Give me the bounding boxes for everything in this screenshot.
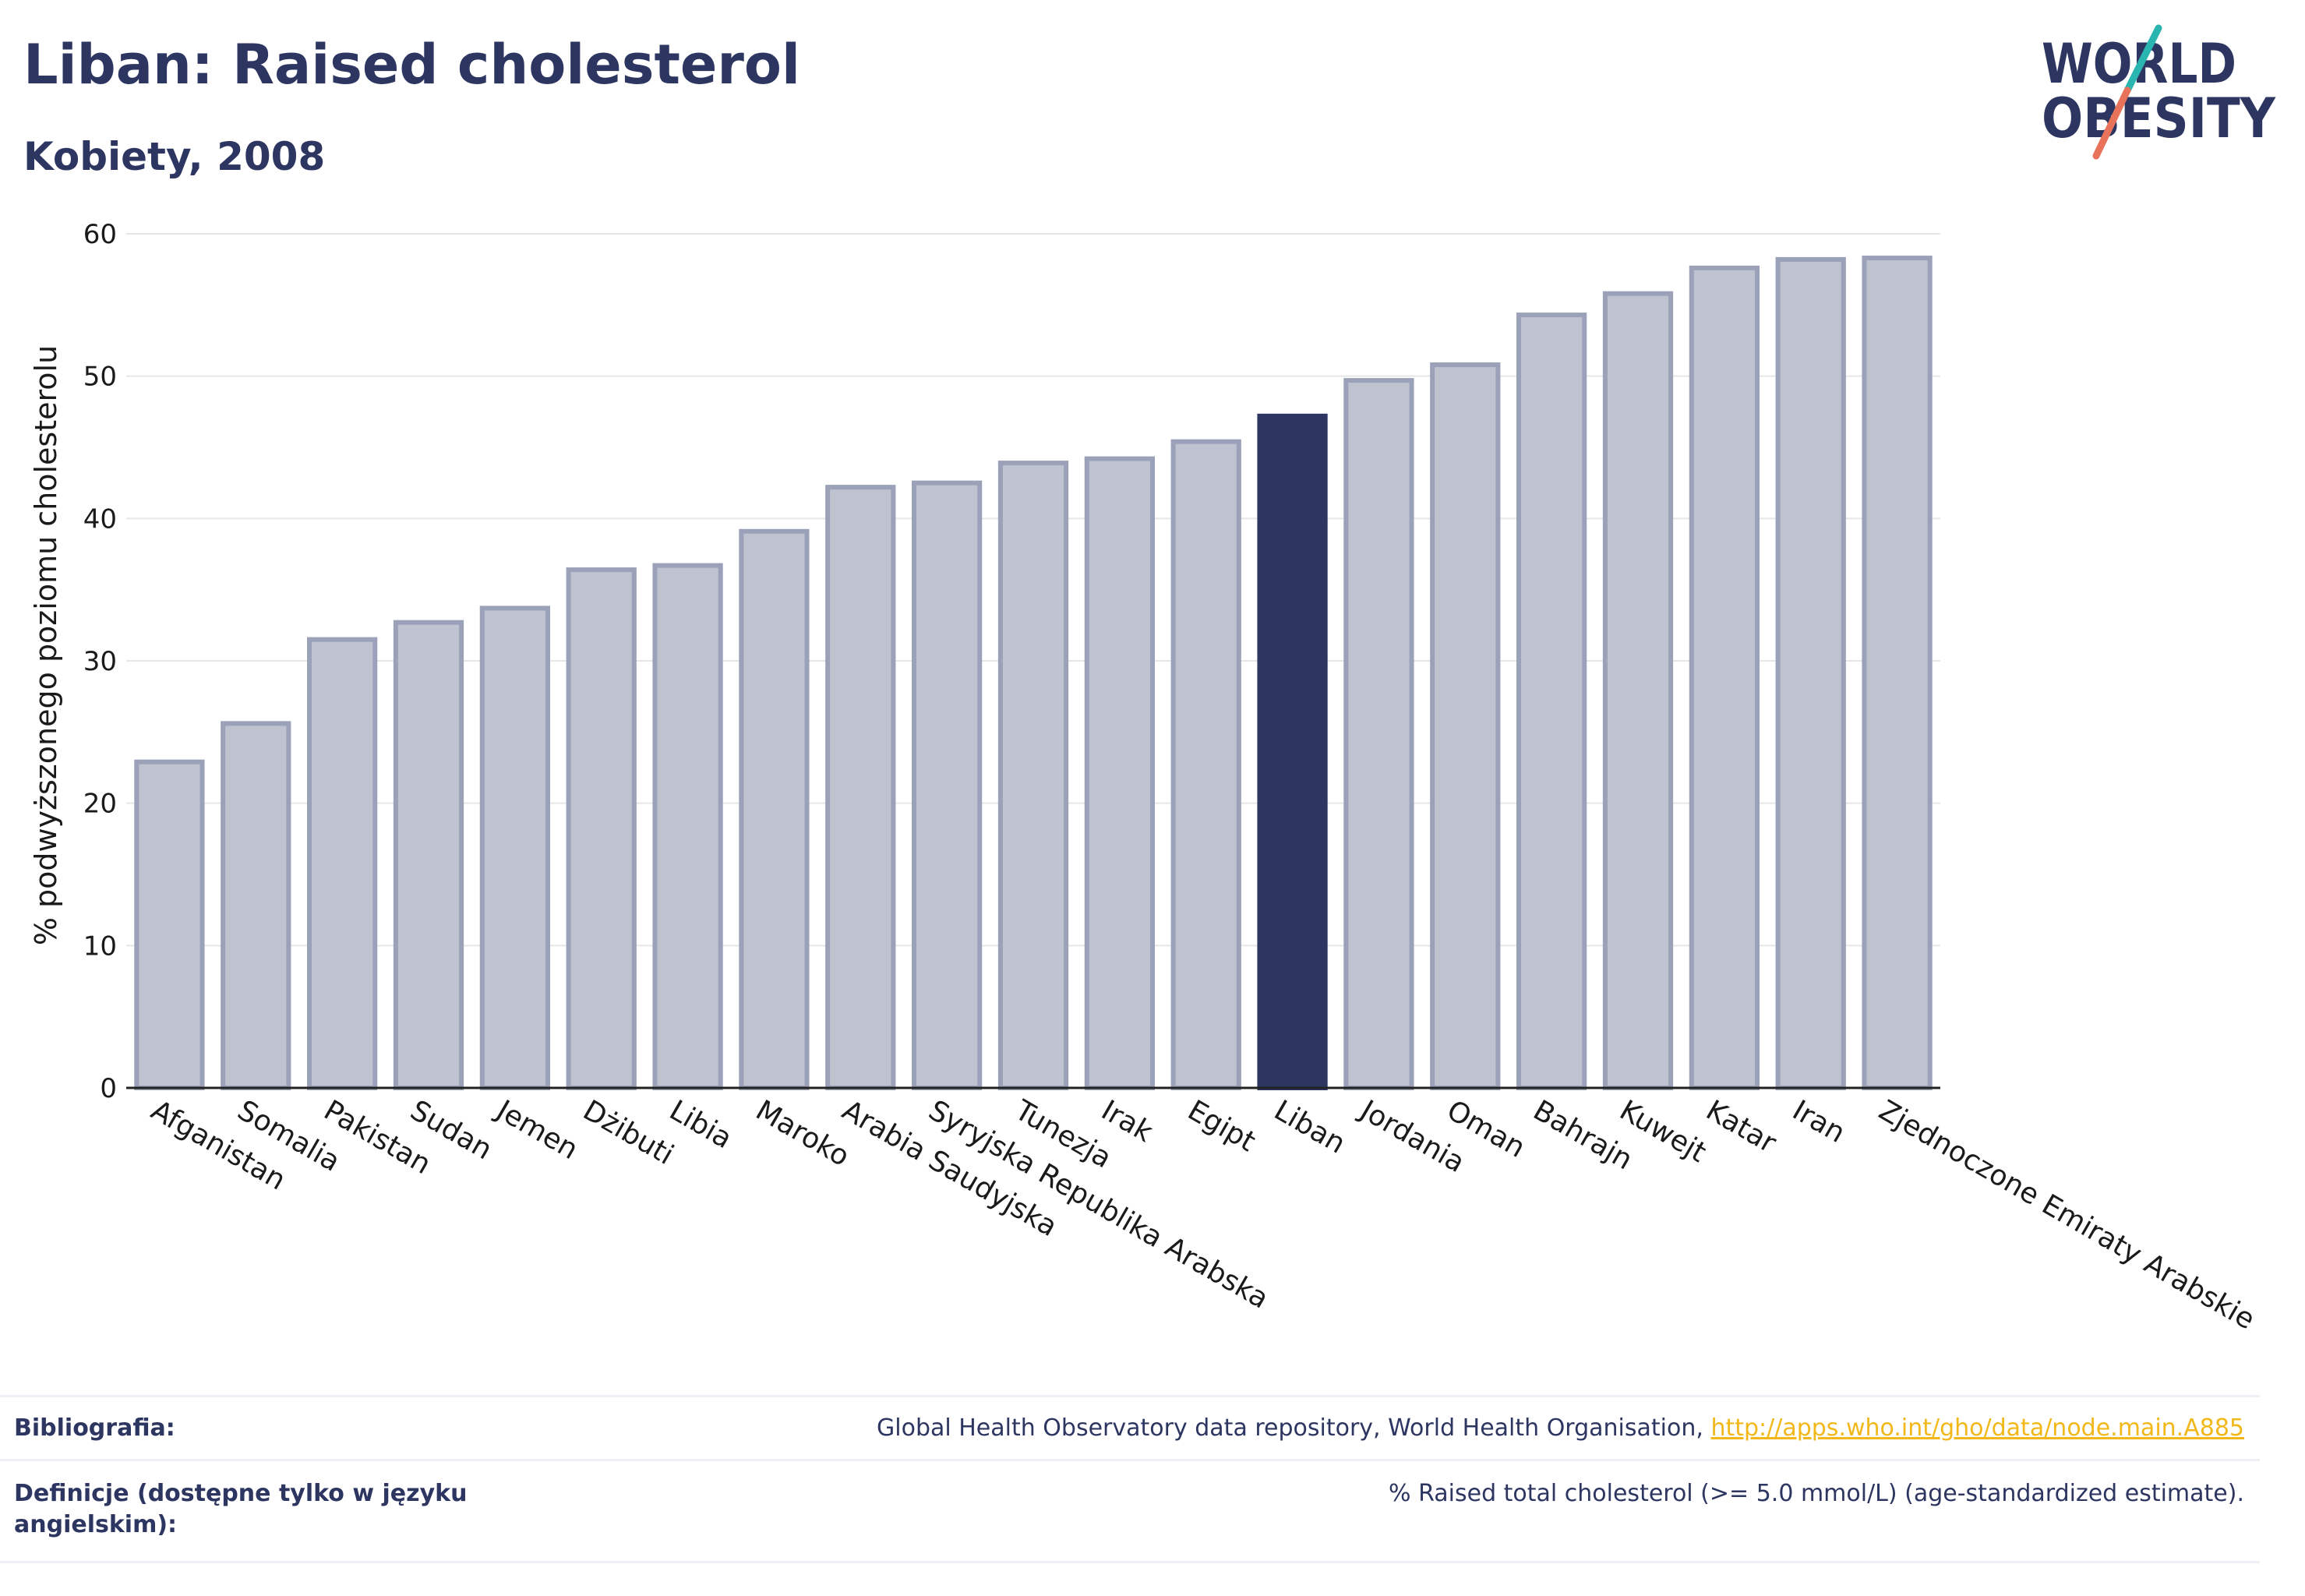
bar: [997, 461, 1069, 1090]
bar: [825, 485, 896, 1090]
definitions-row: Definicje (dostępne tylko w języku angie…: [0, 1459, 2260, 1563]
bibliography-row: Bibliografia: Global Health Observatory …: [0, 1395, 2260, 1461]
x-tick-label: Jemen: [490, 1093, 584, 1166]
x-tick-label: Maroko: [750, 1094, 855, 1173]
bar: [221, 721, 291, 1091]
bibliography-value: Global Health Observatory data repositor…: [877, 1413, 2244, 1444]
x-tick-label: Egipt: [1182, 1094, 1261, 1158]
bar: [1343, 378, 1414, 1090]
bar: [1430, 362, 1501, 1090]
bibliography-text: Global Health Observatory data repositor…: [877, 1414, 1711, 1442]
logo-slash-top: [2123, 24, 2162, 94]
x-tick-label: Iran: [1787, 1094, 1850, 1149]
definitions-label-line2: angielskim):: [14, 1511, 178, 1538]
definitions-value: % Raised total cholesterol (>= 5.0 mmol/…: [1389, 1480, 2244, 1507]
y-axis-title: % podwyższonego poziomu cholesterolu: [29, 345, 63, 945]
bar: [307, 637, 378, 1090]
bar: [1862, 256, 1933, 1090]
y-tick-label: 0: [100, 1073, 117, 1104]
y-tick-label: 20: [83, 789, 117, 820]
definitions-label-line1: Definicje (dostępne tylko w języku: [14, 1480, 468, 1507]
bar: [1170, 439, 1241, 1090]
bar: [393, 620, 464, 1090]
page-subtitle: Kobiety, 2008: [23, 134, 326, 179]
y-tick-label: 30: [83, 646, 117, 677]
bar: [1516, 312, 1587, 1090]
x-tick-label: Katar: [1700, 1094, 1781, 1160]
logo-text-obesity: OBESITY: [2042, 87, 2276, 150]
y-tick-label: 50: [83, 362, 117, 393]
bar: [479, 606, 550, 1090]
bibliography-label: Bibliografia:: [14, 1414, 175, 1442]
bar: [1775, 256, 1846, 1090]
bar: [652, 563, 723, 1090]
world-obesity-logo: WORLD OBESITY: [2042, 24, 2276, 160]
bar: [1602, 291, 1674, 1091]
x-tick-label: Liban: [1269, 1094, 1350, 1160]
x-tick-label: Bahrajn: [1528, 1094, 1638, 1176]
definitions-label: Definicje (dostępne tylko w języku angie…: [14, 1478, 467, 1541]
y-tick-label: 10: [83, 930, 117, 962]
bar: [739, 528, 810, 1090]
y-tick-label: 60: [83, 219, 117, 250]
bar: [1084, 456, 1155, 1090]
page-title: Liban: Raised cholesterol: [23, 33, 800, 97]
x-tick-label: Zjednoczone Emiraty Arabskie: [1873, 1094, 2260, 1336]
logo-slash-bottom: [2092, 87, 2131, 160]
x-tick-label: Dżibuti: [577, 1094, 679, 1171]
bibliography-link[interactable]: http://apps.who.int/gho/data/node.main.A…: [1710, 1414, 2244, 1442]
bar-chart: 0 10 20 30 40 50 60 % podwyższonego poziomu cho…: [29, 219, 2260, 1336]
bar: [566, 567, 637, 1090]
bar: [134, 759, 205, 1091]
bar: [1257, 413, 1328, 1090]
y-tick-label: 40: [83, 503, 117, 535]
bar: [912, 480, 983, 1090]
bar: [1689, 265, 1760, 1091]
